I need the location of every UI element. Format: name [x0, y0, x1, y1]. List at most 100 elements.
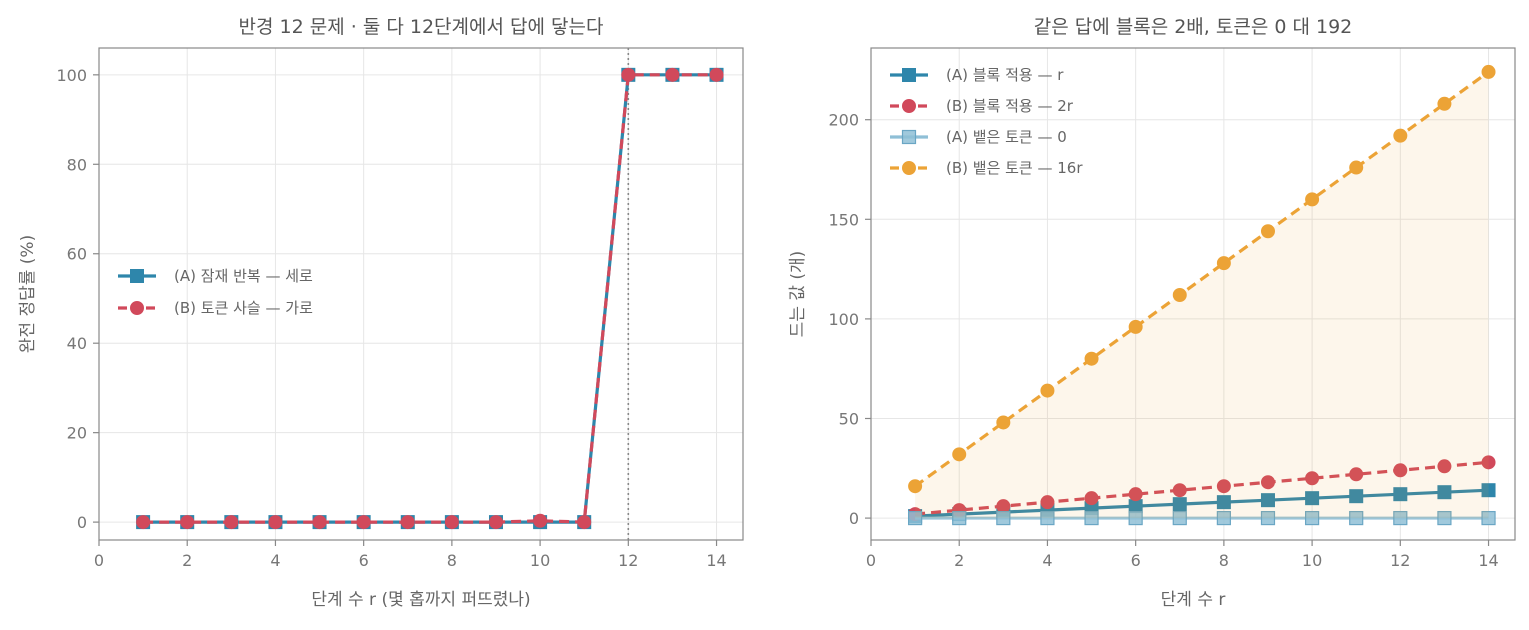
data-point	[1260, 475, 1275, 490]
legend-swatch-marker	[130, 269, 144, 283]
legend-swatch-marker	[902, 161, 916, 175]
data-point	[1437, 510, 1452, 526]
x-tick-label: 12	[618, 551, 638, 570]
data-point	[1216, 479, 1231, 494]
legend-label: (B) 뱉은 토큰 — 16r	[946, 159, 1083, 177]
legend-item: (A) 잠재 반복 — 세로	[118, 267, 313, 285]
data-point	[1128, 319, 1143, 334]
x-tick-label: 0	[94, 551, 104, 570]
data-point	[577, 515, 592, 530]
y-tick-label: 0	[849, 509, 859, 528]
data-point	[1172, 510, 1187, 526]
series-fill-area	[915, 71, 1489, 519]
data-point	[665, 67, 680, 82]
y-tick-label: 20	[67, 424, 87, 443]
x-tick-label: 8	[447, 551, 457, 570]
data-point	[1393, 128, 1408, 143]
data-point	[312, 515, 327, 530]
data-point	[908, 479, 923, 494]
data-point	[1084, 491, 1099, 506]
x-tick-label: 10	[1302, 551, 1322, 570]
data-point	[621, 67, 636, 82]
data-point	[908, 510, 923, 526]
y-tick-label: 100	[56, 66, 87, 85]
x-tick-label: 2	[182, 551, 192, 570]
x-tick-label: 0	[866, 551, 876, 570]
data-point	[1260, 224, 1275, 239]
y-tick-label: 100	[828, 310, 859, 329]
data-point	[356, 515, 371, 530]
data-point	[1128, 487, 1143, 502]
data-point	[1349, 510, 1364, 526]
data-point	[1393, 487, 1408, 502]
legend-item: (B) 토큰 사슬 — 가로	[118, 299, 313, 317]
data-point	[1305, 471, 1320, 486]
plot-frame	[98, 47, 744, 541]
legend-label: (B) 블록 적용 — 2r	[946, 97, 1074, 115]
data-point	[1305, 192, 1320, 207]
data-point	[952, 510, 967, 526]
series-line	[143, 73, 717, 524]
data-point	[1481, 455, 1496, 470]
x-tick-label: 14	[706, 551, 726, 570]
data-point	[709, 67, 724, 82]
y-tick-label: 0	[77, 513, 87, 532]
data-point	[1172, 287, 1187, 302]
x-tick-label: 10	[530, 551, 550, 570]
data-point	[1084, 351, 1099, 366]
data-point	[1437, 459, 1452, 474]
series-3	[908, 64, 1496, 519]
legend-label: (B) 토큰 사슬 — 가로	[174, 299, 313, 317]
x-tick-label: 4	[1042, 551, 1052, 570]
data-point	[1304, 510, 1320, 526]
data-point	[533, 513, 548, 528]
data-point	[1305, 491, 1320, 506]
data-point	[1040, 510, 1055, 526]
data-point	[1128, 510, 1143, 526]
y-tick-label: 40	[67, 334, 87, 353]
x-tick-label: 8	[1219, 551, 1229, 570]
data-point	[444, 515, 459, 530]
data-point	[1172, 483, 1187, 498]
y-tick-label: 200	[828, 111, 859, 130]
data-point	[1481, 483, 1496, 498]
y-axis-label: 드는 값 (개)	[788, 251, 808, 338]
data-point	[1084, 510, 1099, 526]
data-point	[1393, 463, 1408, 478]
data-point	[1393, 510, 1408, 526]
data-point	[136, 515, 151, 530]
series-line	[915, 488, 1489, 518]
x-tick-label: 6	[1131, 551, 1141, 570]
data-point	[180, 515, 195, 530]
y-axis-label: 완전 정답률 (%)	[18, 235, 38, 353]
series-1	[136, 67, 724, 530]
x-axis-label: 단계 수 r (몇 홉까지 퍼뜨렸나)	[311, 590, 530, 610]
plot-frame	[870, 47, 1516, 541]
data-point	[1349, 160, 1364, 175]
y-tick-label: 80	[67, 155, 87, 174]
legend-swatch-marker	[130, 301, 144, 315]
data-point	[1437, 96, 1452, 111]
data-point	[1349, 489, 1364, 504]
legend-item: (A) 블록 적용 — r	[890, 66, 1064, 84]
x-tick-label: 12	[1390, 551, 1410, 570]
data-point	[268, 515, 283, 530]
accuracy-chart: 반경 12 문제 · 둘 다 12단계에서 답에 닿는다 0 2 4 6 8 10 12 14…	[18, 16, 744, 610]
y-tick-label: 50	[839, 409, 859, 428]
data-point	[1437, 485, 1452, 500]
x-axis-label: 단계 수 r	[1161, 590, 1226, 610]
chart-title: 같은 답에 블록은 2배, 토큰은 0 대 192	[1034, 16, 1353, 38]
series-line	[914, 70, 1490, 488]
data-point	[1260, 493, 1275, 508]
legend-swatch-marker	[901, 129, 917, 145]
legend-item: (B) 블록 적용 — 2r	[890, 97, 1074, 115]
data-point	[996, 415, 1011, 430]
legend-label: (A) 잠재 반복 — 세로	[174, 267, 313, 285]
data-point	[1216, 495, 1231, 510]
y-tick-label: 60	[67, 245, 87, 264]
data-point	[1172, 497, 1187, 512]
data-point	[1260, 510, 1276, 526]
legend-label: (A) 뱉은 토큰 — 0	[946, 128, 1067, 146]
data-point	[1040, 495, 1055, 510]
